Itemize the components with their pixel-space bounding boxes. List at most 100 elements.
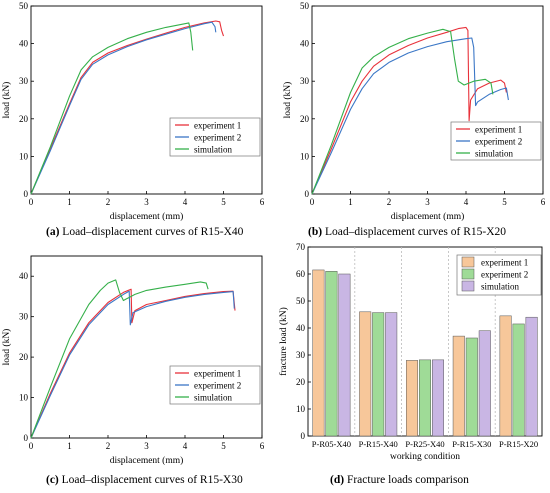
legend-swatch (461, 280, 475, 292)
x-tick-label: 2 (106, 441, 111, 451)
bar-3 (478, 330, 491, 437)
x-axis-label: displacement (mm) (110, 455, 184, 466)
bar-1 (359, 311, 372, 437)
x-tick-label: 4 (183, 441, 188, 451)
chart-panel-1: 0 10 20 30 40 50 0 1 2 3 4 5 6 displacement (mm) load … (282, 1, 546, 222)
plot-frame (30, 255, 263, 439)
x-tick-label: 0 (310, 197, 315, 207)
bar-1 (406, 360, 418, 437)
y-tick-label: 20 (296, 377, 306, 387)
legend-label: simulation (475, 149, 513, 159)
y-tick-label: 10 (296, 404, 306, 414)
y-tick-label: 40 (296, 323, 306, 333)
y-tick-label: 30 (296, 350, 306, 360)
y-tick-label: 10 (300, 151, 310, 161)
series-line-1 (30, 20, 225, 195)
legend-label: experiment 2 (194, 133, 241, 143)
bar-3 (338, 273, 351, 437)
legend-label: simulation (194, 145, 232, 155)
x-tick-label: 3 (425, 197, 430, 207)
legend: experiment 1 experiment 2 simulation (456, 254, 542, 296)
bar-3 (432, 359, 444, 437)
y-tick-label: 50 (296, 296, 306, 306)
y-tick-label: 40 (19, 271, 29, 281)
y-tick-label: 20 (300, 114, 310, 124)
legend-swatch (461, 268, 475, 280)
series-line-2 (311, 37, 509, 195)
y-axis-label: load (kN) (1, 82, 12, 119)
x-axis-label: displacement (mm) (110, 211, 184, 222)
series-line-1 (311, 26, 507, 195)
series-line-3 (311, 28, 494, 195)
x-tick-label: 1 (348, 197, 353, 207)
legend-label: experiment 2 (194, 381, 241, 391)
bar-3 (385, 312, 398, 437)
caption-a-tag: (a) (46, 226, 60, 238)
y-tick-label: 0 (301, 431, 306, 441)
bar-2 (512, 323, 525, 437)
y-tick-label: 70 (296, 242, 306, 252)
y-tick-label: 0 (24, 189, 29, 199)
x-tick-label: 4 (464, 197, 469, 207)
x-tick-label: 6 (541, 197, 546, 207)
y-tick-label: 0 (24, 433, 29, 443)
x-tick-label: P-R05-X40 (312, 439, 351, 449)
y-tick-label: 20 (19, 114, 29, 124)
caption-c-text: Load–displacement curves of R15-X30 (58, 474, 243, 486)
legend-swatch (461, 256, 475, 268)
x-tick-label: P-R15-X30 (452, 439, 491, 449)
series-line-3 (30, 22, 194, 195)
caption-b: (b) Load–displacement curves of R15-X20 (308, 226, 506, 238)
y-tick-label: 10 (19, 393, 29, 403)
bar-1 (499, 315, 512, 437)
bar-2 (465, 337, 478, 437)
x-tick-label: P-R15-X20 (499, 439, 538, 449)
caption-c: (c) Load–displacement curves of R15-X30 (46, 474, 243, 486)
chart-panel-3: 0 10 20 30 40 50 60 70 P-R05-X40 P-R15-X40 P-R25-X… (278, 242, 543, 462)
caption-d-text: Fracture loads comparison (344, 474, 469, 486)
x-tick-label: 3 (144, 197, 149, 207)
y-tick-label: 20 (19, 352, 29, 362)
x-tick-label: 5 (502, 197, 507, 207)
y-tick-label: 30 (19, 76, 29, 86)
x-tick-label: 2 (106, 197, 111, 207)
legend-label: simulation (481, 282, 519, 292)
x-tick-label: 0 (29, 197, 34, 207)
x-axis-label: working condition (390, 452, 460, 462)
x-tick-label: 4 (183, 197, 188, 207)
legend: experiment 1 experiment 2 simulation (450, 121, 542, 161)
x-tick-label: P-R25-X40 (405, 439, 444, 449)
x-axis-label: displacement (mm) (391, 211, 465, 222)
bar-1 (452, 335, 465, 437)
legend: experiment 1 experiment 2 simulation (169, 365, 261, 405)
legend-label: experiment 2 (475, 137, 522, 147)
legend-label: experiment 2 (481, 270, 528, 280)
x-tick-label: 6 (260, 197, 265, 207)
legend-label: experiment 1 (475, 125, 522, 135)
caption-a-text: Load–displacement curves of R15-X40 (59, 226, 244, 238)
x-tick-label: 1 (67, 441, 72, 451)
series-line-3 (30, 279, 209, 439)
legend-label: experiment 1 (194, 369, 241, 379)
caption-b-tag: (b) (308, 226, 323, 238)
y-tick-label: 40 (19, 39, 29, 49)
y-tick-label: 50 (19, 1, 29, 11)
y-axis-label: fracture load (kN) (278, 307, 289, 376)
caption-d: (d) Fracture loads comparison (330, 474, 469, 486)
bar-2 (325, 271, 338, 437)
y-tick-label: 40 (300, 39, 310, 49)
y-tick-label: 50 (300, 1, 310, 11)
caption-b-text: Load–displacement curves of R15-X20 (322, 226, 507, 238)
x-tick-label: 3 (144, 441, 149, 451)
x-tick-label: 6 (260, 441, 265, 451)
chart-panel-0: 0 10 20 30 40 50 0 1 2 3 4 5 6 displacement (mm) load … (1, 1, 265, 222)
bar-3 (525, 316, 538, 437)
x-tick-label: P-R15-X40 (359, 439, 398, 449)
legend: experiment 1 experiment 2 simulation (169, 117, 261, 157)
x-tick-label: 0 (29, 441, 34, 451)
x-tick-label: 1 (67, 197, 72, 207)
bar-2 (372, 312, 385, 437)
y-tick-label: 30 (19, 312, 29, 322)
y-tick-label: 0 (305, 189, 310, 199)
